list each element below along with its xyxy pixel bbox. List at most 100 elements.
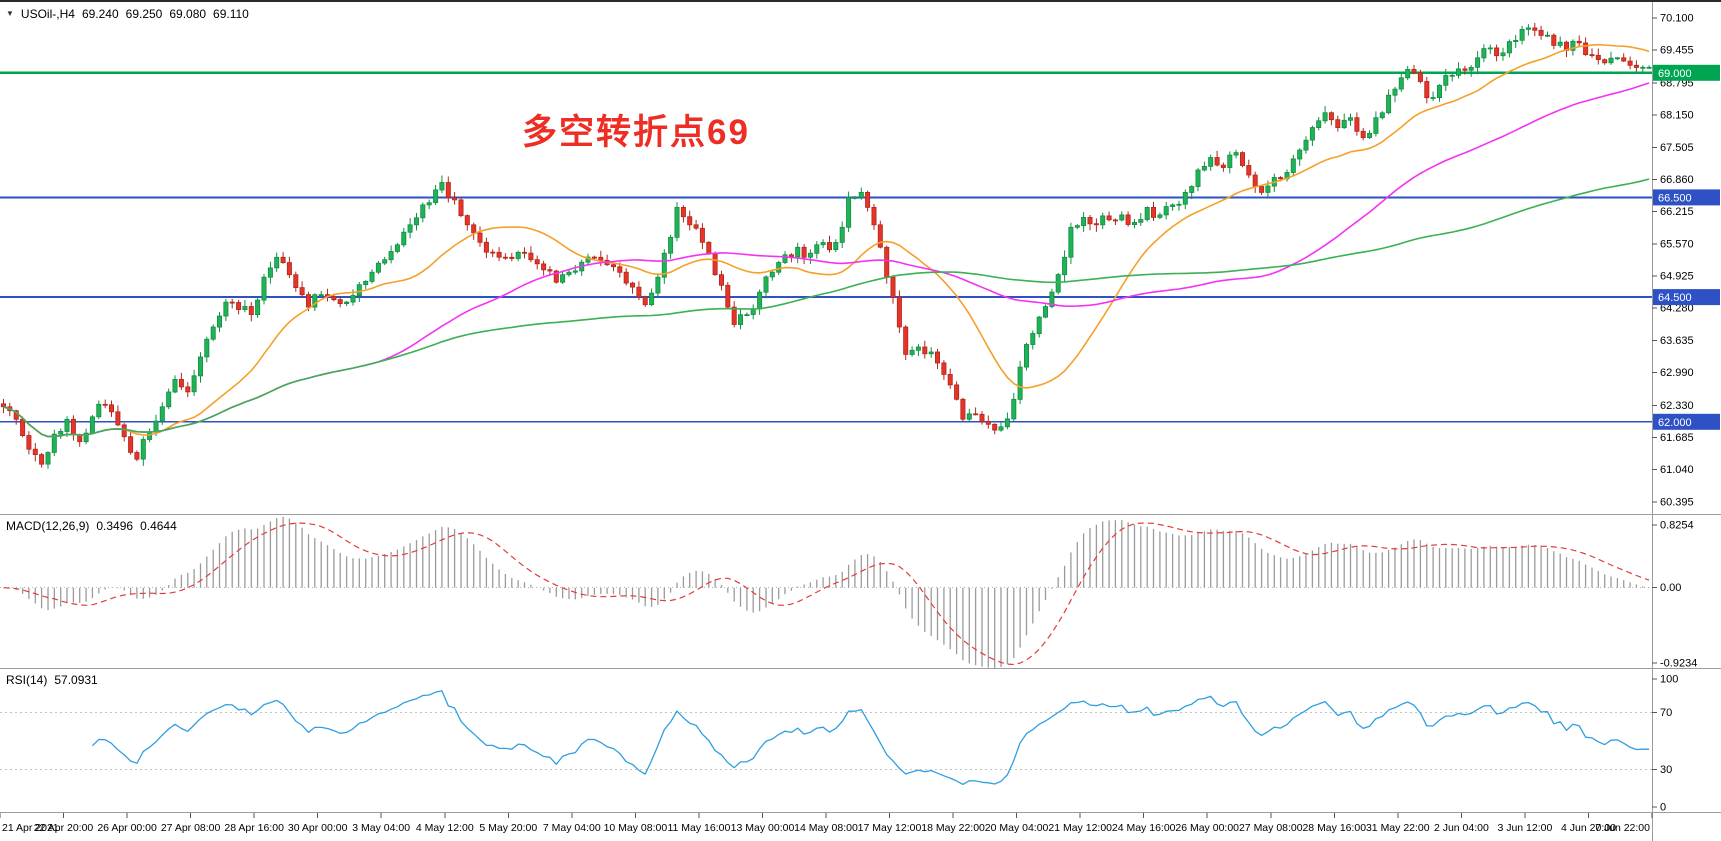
candle-body bbox=[1316, 120, 1322, 129]
ohlc-low: 69.080 bbox=[169, 7, 207, 21]
candle-body bbox=[585, 256, 591, 263]
candle-body bbox=[344, 301, 350, 305]
price-scale[interactable] bbox=[1652, 2, 1721, 812]
candle-body bbox=[528, 252, 534, 261]
candle-body bbox=[884, 246, 890, 278]
candle-body bbox=[39, 454, 45, 465]
candle-body bbox=[312, 294, 318, 308]
ohlc-open: 69.240 bbox=[81, 7, 119, 21]
candle-body bbox=[623, 271, 629, 284]
candle-body bbox=[140, 439, 146, 460]
candle-body bbox=[782, 254, 788, 263]
time-tick-label: 31 May 22:00 bbox=[1366, 822, 1430, 834]
candle-body bbox=[1367, 132, 1373, 139]
rsi-line bbox=[91, 690, 1650, 786]
candle-body bbox=[464, 215, 470, 226]
candle-body bbox=[795, 246, 801, 258]
candle-body bbox=[1475, 57, 1481, 68]
time-tick-label: 7 May 04:00 bbox=[543, 822, 601, 834]
price-tick-label: 69.455 bbox=[1660, 45, 1694, 57]
candle-body bbox=[1259, 186, 1265, 193]
time-tick-label: 27 Apr 08:00 bbox=[161, 822, 221, 834]
macd-indicator-label: MACD(12,26,9) 0.3496 0.4644 bbox=[6, 519, 177, 533]
moving-average-20 bbox=[3, 43, 1650, 438]
candle-body bbox=[134, 452, 140, 460]
price-tick-label: 62.330 bbox=[1660, 400, 1694, 412]
candle-body bbox=[1004, 418, 1010, 428]
candle-body bbox=[1157, 214, 1163, 218]
candle-body bbox=[928, 351, 934, 355]
candle-body bbox=[1062, 256, 1068, 276]
level-badge-label: 69.000 bbox=[1658, 68, 1692, 80]
rsi-tick-label: 0 bbox=[1660, 802, 1666, 814]
candle-body bbox=[121, 424, 127, 438]
candle-body bbox=[560, 274, 566, 283]
candle-body bbox=[280, 256, 286, 264]
time-tick-label: 20 May 04:00 bbox=[985, 822, 1049, 834]
candle-body bbox=[382, 259, 388, 264]
candle-body bbox=[331, 295, 337, 301]
rsi-tick-label: 70 bbox=[1660, 707, 1672, 719]
candle-body bbox=[166, 391, 172, 408]
time-tick-label: 22 Apr 20:00 bbox=[34, 822, 94, 834]
candle-body bbox=[1373, 117, 1379, 134]
candle-body bbox=[0, 403, 6, 408]
time-tick-label: 4 Jun 20:00 bbox=[1561, 822, 1616, 834]
time-tick-label: 11 May 16:00 bbox=[667, 822, 730, 834]
candle-body bbox=[814, 244, 820, 254]
time-tick-label: 13 May 00:00 bbox=[731, 822, 795, 834]
candle-body bbox=[1602, 59, 1608, 64]
candle-body bbox=[871, 206, 877, 226]
candle-body bbox=[1557, 41, 1563, 46]
candle-body bbox=[522, 251, 528, 254]
level-badge-64.500 bbox=[1653, 289, 1720, 306]
time-tick-label: 30 Apr 00:00 bbox=[288, 822, 348, 834]
candle-body bbox=[801, 246, 807, 258]
candle-body bbox=[954, 384, 960, 400]
price-tick-label: 63.635 bbox=[1660, 335, 1694, 347]
candle-body bbox=[877, 224, 883, 248]
candle-body bbox=[115, 411, 121, 426]
candle-body bbox=[1576, 40, 1582, 44]
candle-body bbox=[1328, 112, 1334, 121]
candle-body bbox=[1278, 177, 1284, 180]
candle-body bbox=[1545, 34, 1551, 37]
candle-body bbox=[318, 294, 324, 297]
candle-body bbox=[1024, 344, 1030, 368]
level-badge-69.000 bbox=[1653, 64, 1720, 81]
price-tick-label: 68.150 bbox=[1660, 110, 1694, 122]
candle-body bbox=[1608, 57, 1614, 64]
candle-body bbox=[1322, 112, 1328, 122]
candle-body bbox=[617, 266, 623, 273]
candle-body bbox=[1468, 67, 1474, 71]
candle-body bbox=[1500, 52, 1506, 57]
ohlc-close: 69.110 bbox=[213, 7, 249, 21]
candle-body bbox=[1513, 40, 1519, 43]
candle-body bbox=[661, 252, 667, 278]
candle-body bbox=[299, 287, 305, 296]
candle-body bbox=[1335, 119, 1341, 128]
candle-body bbox=[1049, 291, 1055, 307]
level-badge-label: 62.000 bbox=[1658, 417, 1692, 429]
candle-body bbox=[1252, 174, 1258, 187]
candle-body bbox=[1525, 27, 1531, 30]
candle-body bbox=[833, 241, 839, 251]
time-tick-label: 3 May 04:00 bbox=[352, 822, 410, 834]
time-tick-label: 3 Jun 12:00 bbox=[1497, 822, 1552, 834]
candle-body bbox=[1151, 206, 1157, 218]
price-tick-label: 67.505 bbox=[1660, 142, 1694, 154]
candle-body bbox=[58, 430, 64, 435]
candle-body bbox=[1627, 60, 1633, 66]
candle-body bbox=[159, 406, 165, 422]
time-scale[interactable] bbox=[0, 810, 1652, 841]
candle-body bbox=[1583, 42, 1589, 56]
candle-body bbox=[725, 284, 731, 308]
candle-body bbox=[915, 346, 921, 351]
candle-body bbox=[1456, 68, 1462, 76]
candle-body bbox=[274, 256, 280, 269]
candle-body bbox=[471, 224, 477, 234]
candle-body bbox=[363, 280, 369, 285]
candle-body bbox=[293, 274, 299, 289]
candle-body bbox=[1449, 74, 1455, 77]
